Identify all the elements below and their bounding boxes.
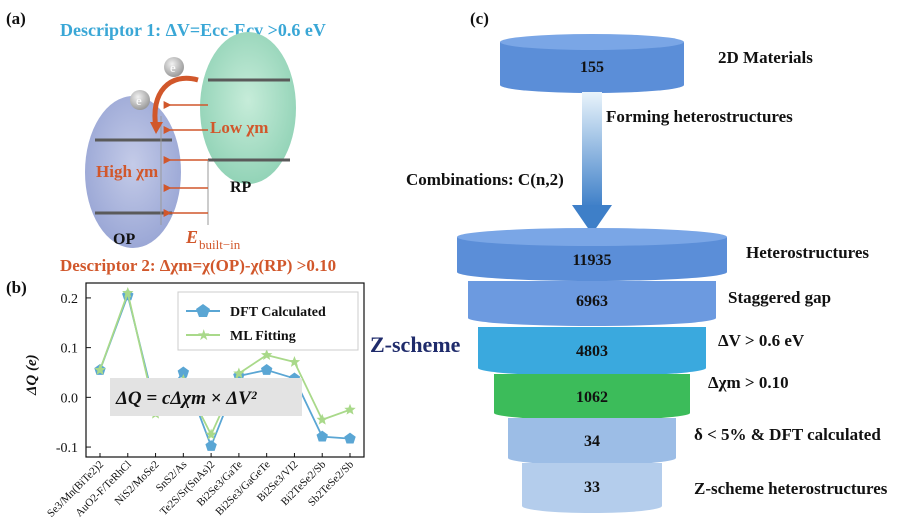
high-chi-label: High χm bbox=[96, 162, 158, 181]
y-axis-label: ΔQ (e) bbox=[24, 354, 40, 396]
tier-delta-v: 4803 bbox=[478, 327, 706, 376]
tier-dft-calculated: 34 bbox=[508, 418, 676, 465]
data-point-ml bbox=[316, 413, 328, 425]
y-tick-label: 0.1 bbox=[61, 342, 79, 357]
op-ellipse bbox=[85, 96, 181, 248]
legend-item-ml: ML Fitting bbox=[230, 329, 296, 344]
electron-label-1: e bbox=[170, 60, 176, 75]
tier-delta-chi: 1062 bbox=[494, 374, 690, 420]
built-in-field-arrows bbox=[163, 101, 208, 217]
descriptor-1: Descriptor 1: ΔV=Ecc-Ecv >0.6 eV bbox=[60, 20, 326, 40]
tier-value: 155 bbox=[580, 59, 604, 76]
data-point-dft bbox=[177, 366, 190, 378]
data-point-dft bbox=[316, 430, 328, 442]
y-tick-label: 0.2 bbox=[61, 292, 79, 307]
tier-heterostructures: 11935 bbox=[457, 228, 727, 281]
electron-icon bbox=[164, 57, 184, 77]
y-tick-label: 0.0 bbox=[61, 391, 79, 406]
panel-a-label: (a) bbox=[6, 9, 26, 28]
tier-2d-materials: 155 bbox=[500, 34, 684, 93]
low-chi-label: Low χm bbox=[210, 118, 268, 137]
tier-staggered-gap: 6963 bbox=[468, 281, 716, 326]
tier-label: 2D Materials bbox=[718, 48, 813, 67]
legend: DFT Calculated ★ ML Fitting bbox=[177, 291, 359, 351]
tier-label: Staggered gap bbox=[728, 288, 831, 307]
data-point-dft bbox=[205, 440, 217, 451]
tier-value: 11935 bbox=[572, 252, 611, 269]
data-point-dft bbox=[344, 432, 356, 444]
op-label: OP bbox=[113, 231, 135, 248]
y-tick-label: -0.1 bbox=[56, 441, 78, 456]
data-point-ml bbox=[94, 364, 106, 375]
tier-label: Δχm > 0.10 bbox=[708, 373, 789, 392]
tier-label: Heterostructures bbox=[746, 243, 869, 262]
z-scheme-label: Z-scheme bbox=[370, 332, 461, 357]
equation-box bbox=[110, 378, 302, 416]
electron-icon bbox=[130, 90, 150, 110]
tier-label: δ < 5% & DFT calculated bbox=[694, 425, 881, 444]
data-point-ml bbox=[205, 428, 217, 440]
data-point-ml bbox=[288, 356, 301, 367]
tier-z-scheme: 33 bbox=[522, 463, 662, 513]
built-in-field-label: E bbox=[185, 227, 198, 247]
data-point-ml bbox=[122, 286, 134, 298]
panel-c-label: (c) bbox=[470, 9, 489, 28]
rp-label: RP bbox=[230, 179, 252, 196]
tier-value: 6963 bbox=[576, 293, 608, 310]
tier-value: 1062 bbox=[576, 389, 608, 406]
equation: ΔQ = cΔχm × ΔV² bbox=[115, 388, 258, 409]
charge-transfer-chart: -0.10.00.10.2 Se3/Mn(BiTe2)2AuO2-F/TeRhC… bbox=[24, 282, 365, 520]
down-arrow-icon bbox=[572, 92, 612, 234]
data-point-ml bbox=[233, 367, 245, 379]
tier-value: 4803 bbox=[576, 343, 608, 360]
data-point-ml bbox=[344, 403, 356, 415]
data-point-dft bbox=[260, 364, 273, 375]
combinations-label: Combinations: C(n,2) bbox=[406, 170, 564, 189]
data-point-ml bbox=[260, 349, 273, 360]
built-in-subscript: built−in bbox=[199, 237, 241, 252]
tier-value: 33 bbox=[584, 479, 600, 496]
tier-label: Z-scheme heterostructures bbox=[694, 479, 888, 498]
forming-label: Forming heterostructures bbox=[606, 107, 793, 126]
rp-ellipse bbox=[200, 32, 296, 184]
descriptor-2: Descriptor 2: Δχm=χ(OP)-χ(RP) >0.10 bbox=[60, 256, 336, 275]
band-levels bbox=[95, 78, 290, 215]
tier-value: 34 bbox=[584, 433, 600, 450]
tier-label: ΔV > 0.6 eV bbox=[718, 331, 805, 350]
panel-b-label: (b) bbox=[6, 278, 27, 297]
plot-frame bbox=[85, 282, 365, 458]
electron-label-2: e bbox=[136, 93, 142, 108]
electron-transfer-arrow bbox=[152, 75, 199, 129]
legend-star-marker: ★ bbox=[197, 328, 210, 344]
legend-pentagon-marker bbox=[196, 304, 210, 317]
legend-item-dft: DFT Calculated bbox=[230, 305, 326, 320]
